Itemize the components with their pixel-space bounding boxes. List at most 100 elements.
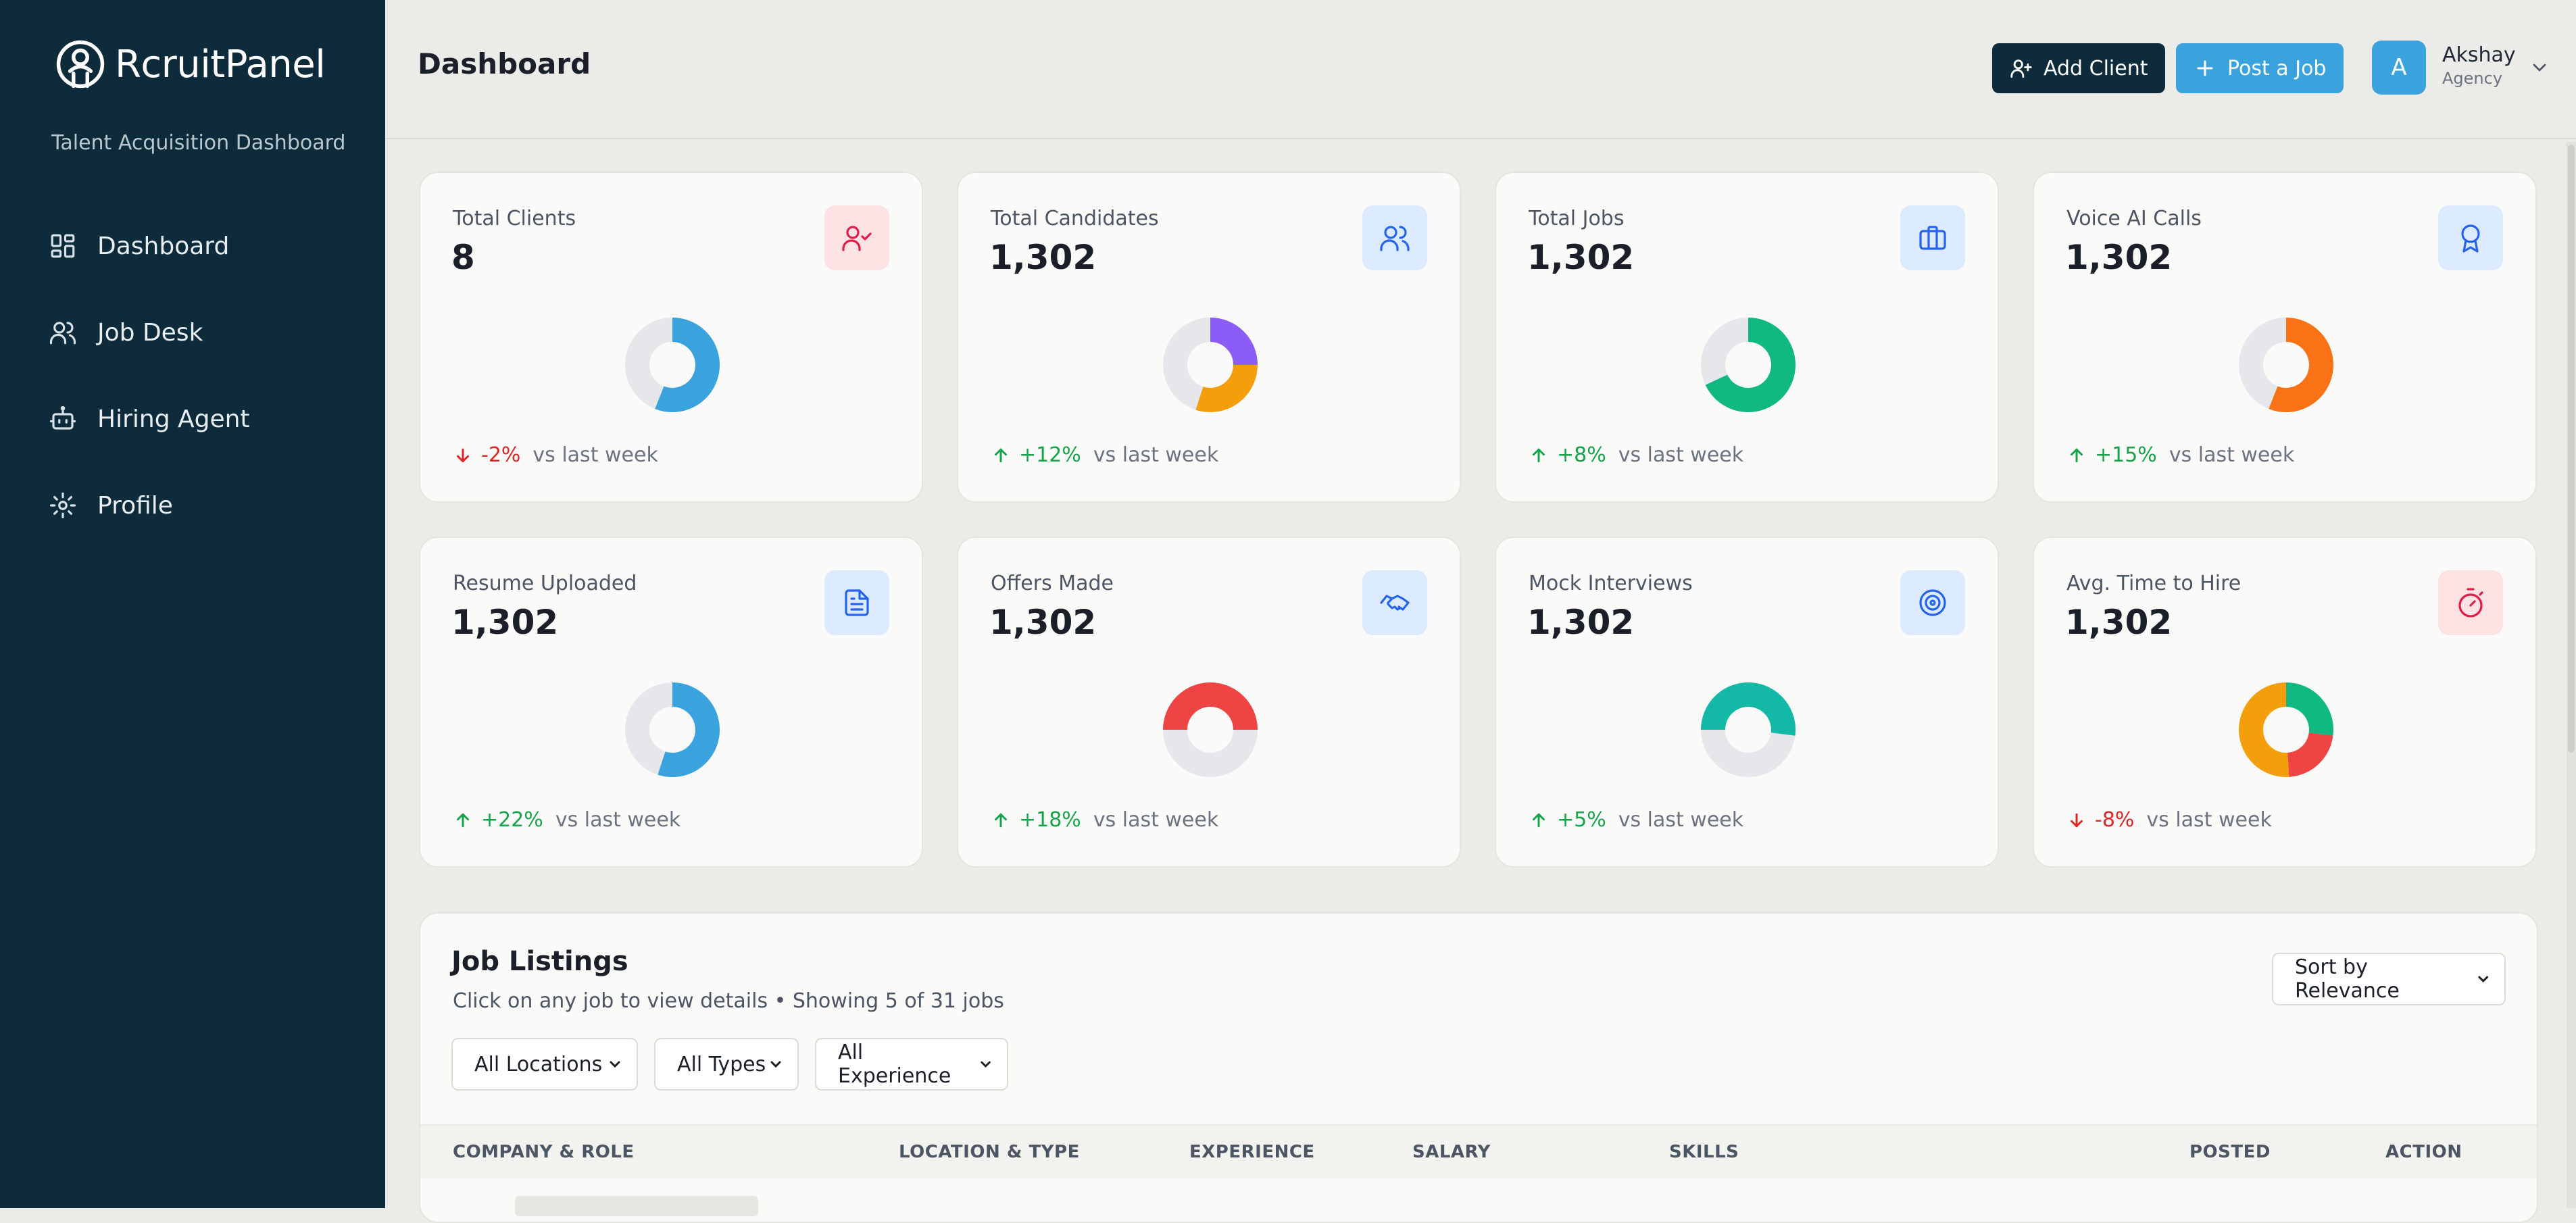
arrow-down-icon: [2071, 813, 2083, 827]
avatar[interactable]: A: [2372, 41, 2426, 95]
sort-select-value: Sort by Relevance: [2295, 955, 2400, 1003]
donut-segment: [1210, 318, 1258, 366]
stat-title: Voice AI Calls: [2066, 207, 2202, 230]
column-header[interactable]: SALARY: [1412, 1142, 1491, 1162]
add-client-button[interactable]: Add Client: [1992, 43, 2166, 93]
stat-value: 1,302: [1527, 238, 1635, 277]
trend-comparison: vs last week: [2169, 443, 2295, 467]
stat-card[interactable]: Total Jobs 1,302 +8% vs last week: [1495, 172, 1999, 503]
arrow-up-icon: [995, 448, 1007, 462]
stat-title: Total Clients: [453, 207, 576, 230]
chevron-down-icon: [610, 1061, 620, 1068]
job-listings-panel: Job Listings Click on any job to view de…: [419, 912, 2538, 1223]
sidebar-item-label: Profile: [97, 491, 173, 520]
stat-card[interactable]: Total Clients 8 -2% vs last week: [419, 172, 923, 503]
trend-indicator: +5% vs last week: [1529, 808, 1743, 832]
trend-value: +15%: [2095, 443, 2157, 467]
stat-icon-badge: [1900, 570, 1965, 635]
experience-filter-select[interactable]: All Experience: [815, 1038, 1008, 1091]
column-header[interactable]: EXPERIENCE: [1189, 1142, 1315, 1162]
donut-segment: [1705, 318, 1795, 412]
chevron-down-icon: [2477, 976, 2488, 983]
stat-value: 1,302: [2065, 603, 2173, 642]
donut-segment: [2285, 682, 2333, 736]
listings-title: Job Listings: [451, 946, 628, 977]
donut-chart: [625, 318, 720, 412]
trend-comparison: vs last week: [2146, 808, 2272, 832]
stat-icon-badge: [1900, 205, 1965, 270]
stat-card[interactable]: Resume Uploaded 1,302 +22% vs last week: [419, 536, 923, 868]
arrow-up-icon: [2071, 448, 2083, 462]
arrow-up-icon: [1533, 813, 1545, 827]
sidebar-item-label: Hiring Agent: [97, 405, 250, 433]
trend-value: +5%: [1557, 808, 1606, 832]
trend-comparison: vs last week: [532, 443, 658, 467]
donut-chart: [1163, 682, 1258, 777]
trend-comparison: vs last week: [1093, 443, 1219, 467]
user-role: Agency: [2442, 69, 2503, 88]
stat-value: 1,302: [989, 238, 1097, 277]
arrow-down-icon: [457, 448, 469, 462]
donut-chart: [625, 682, 720, 777]
dashboard-grid-icon: [51, 234, 75, 258]
trend-indicator: +8% vs last week: [1529, 443, 1743, 467]
user-name[interactable]: Akshay: [2442, 43, 2516, 67]
chevron-down-icon[interactable]: [2529, 57, 2550, 78]
stat-title: Offers Made: [991, 572, 1114, 595]
sidebar-item-profile[interactable]: Profile: [49, 462, 250, 549]
donut-chart: [1701, 682, 1795, 777]
type-filter-value: All Types: [677, 1052, 766, 1076]
trend-value: +22%: [481, 808, 543, 832]
file-text-icon: [845, 589, 869, 616]
listings-subtitle: Click on any job to view details • Showi…: [453, 989, 1004, 1013]
stat-card[interactable]: Total Candidates 1,302 +12% vs last week: [957, 172, 1461, 503]
trend-comparison: vs last week: [1618, 808, 1744, 832]
sidebar-item-label: Job Desk: [97, 318, 203, 347]
trend-indicator: +12% vs last week: [991, 443, 1218, 467]
users-icon: [1380, 226, 1410, 251]
experience-filter-value: All Experience: [838, 1041, 951, 1088]
sidebar-item-dashboard[interactable]: Dashboard: [49, 203, 250, 289]
bot-icon: [49, 405, 76, 430]
stat-card[interactable]: Voice AI Calls 1,302 +15% vs last week: [2033, 172, 2537, 503]
chevron-down-icon: [981, 1061, 991, 1068]
stat-value: 1,302: [451, 603, 559, 642]
column-header[interactable]: POSTED: [2189, 1142, 2271, 1162]
column-header[interactable]: COMPANY & ROLE: [453, 1142, 635, 1162]
chevron-down-icon: [770, 1061, 781, 1068]
trend-value: -2%: [481, 443, 521, 467]
column-header[interactable]: LOCATION & TYPE: [899, 1142, 1080, 1162]
sidebar-item-job-desk[interactable]: Job Desk: [49, 289, 250, 376]
donut-chart: [1701, 318, 1795, 412]
stat-value: 8: [451, 238, 475, 277]
column-header[interactable]: SKILLS: [1669, 1142, 1739, 1162]
scrollbar-thumb[interactable]: [2568, 145, 2575, 753]
briefcase-icon: [1919, 226, 1946, 250]
sidebar-tagline: Talent Acquisition Dashboard: [51, 131, 346, 155]
stat-title: Total Candidates: [991, 207, 1159, 230]
stat-card[interactable]: Offers Made 1,302 +18% vs last week: [957, 536, 1461, 868]
stat-title: Avg. Time to Hire: [2066, 572, 2241, 595]
table-row[interactable]: [515, 1196, 758, 1216]
stat-value: 1,302: [989, 603, 1097, 642]
trend-value: +18%: [1019, 808, 1081, 832]
stat-value: 1,302: [2065, 238, 2173, 277]
sidebar-item-hiring-agent[interactable]: Hiring Agent: [49, 376, 250, 462]
type-filter-select[interactable]: All Types: [654, 1038, 799, 1091]
location-filter-select[interactable]: All Locations: [451, 1038, 638, 1091]
arrow-up-icon: [995, 813, 1007, 827]
post-job-button[interactable]: Post a Job: [2176, 43, 2344, 93]
users-icon: [49, 322, 76, 345]
gear-icon: [49, 492, 76, 519]
stat-card[interactable]: Mock Interviews 1,302 +5% vs last week: [1495, 536, 1999, 868]
donut-segment: [1163, 682, 1258, 730]
donut-segment: [655, 318, 720, 412]
app-logo[interactable]: RcruitPanel: [53, 34, 326, 95]
stat-card[interactable]: Avg. Time to Hire 1,302 -8% vs last week: [2033, 536, 2537, 868]
column-header[interactable]: ACTION: [2385, 1142, 2462, 1162]
donut-segment: [2239, 682, 2289, 777]
sort-select[interactable]: Sort by Relevance: [2272, 953, 2506, 1005]
top-header: Dashboard Add Client Post a Job A Akshay…: [385, 0, 2576, 139]
trend-indicator: -8% vs last week: [2066, 808, 2272, 832]
logo-icon: [56, 40, 105, 89]
